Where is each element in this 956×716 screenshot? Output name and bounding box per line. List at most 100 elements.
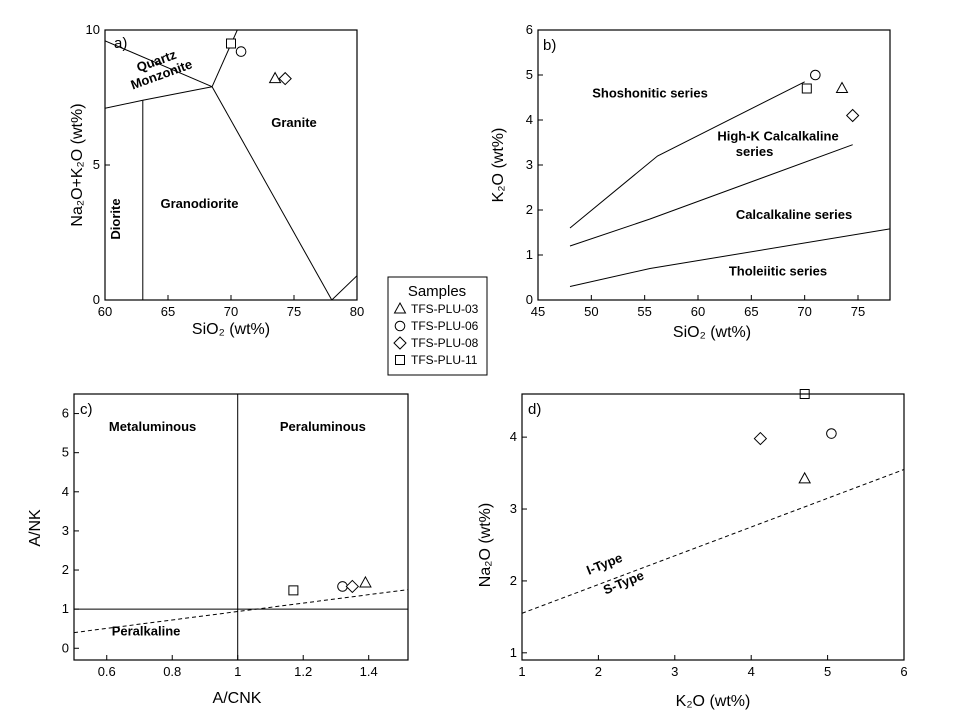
panel-a-y-axis-label: Na₂O+K₂O (wt%) bbox=[69, 103, 86, 226]
panel-b-point-tfs-plu-11 bbox=[801, 83, 812, 94]
panel-b-label: b) bbox=[543, 37, 556, 54]
panel-a-point-tfs-plu-08 bbox=[278, 71, 292, 86]
panel-b-y-tick-label: 6 bbox=[526, 22, 533, 37]
panel-c-frame bbox=[73, 393, 409, 661]
panel-c-y-tick-label: 3 bbox=[62, 523, 69, 538]
panel-b-boundary-line bbox=[569, 81, 805, 229]
legend-marker-tfs-plu-11 bbox=[395, 355, 405, 365]
panel-c-field-label: Metaluminous bbox=[109, 419, 196, 434]
panel-a-boundary-line bbox=[105, 40, 213, 88]
panel-d-frame bbox=[521, 393, 905, 661]
panel-c-point-tfs-plu-03 bbox=[359, 575, 372, 588]
panel-a-field-label: Diorite bbox=[108, 198, 123, 239]
panel-d-y-tick-label: 2 bbox=[510, 573, 517, 588]
panel-b-x-axis-label: SiO₂ (wt%) bbox=[673, 324, 751, 341]
panel-c-y-tick-label: 2 bbox=[62, 562, 69, 577]
panel-c-field-label: Peralkaline bbox=[112, 624, 181, 639]
panel-c-x-tick-label: 0.8 bbox=[163, 664, 181, 679]
panel-b-x-tick-label: 50 bbox=[584, 304, 598, 319]
panel-c-x-tick-label: 0.6 bbox=[98, 664, 116, 679]
panel-b-field-label: Calcalkaline series bbox=[736, 207, 852, 222]
panel-a-boundary-line bbox=[331, 275, 357, 300]
panel-a-x-tick-label: 70 bbox=[224, 304, 238, 319]
panel-a-boundary-line bbox=[211, 86, 333, 300]
panel-a-boundary-lines bbox=[105, 30, 357, 300]
panel-d-x-tick-label: 1 bbox=[518, 664, 525, 679]
panel-c-y-axis-label: A/NK bbox=[27, 509, 44, 547]
panel-a-x-axis-label: SiO₂ (wt%) bbox=[192, 321, 270, 338]
panel-a-x-tick-label: 75 bbox=[287, 304, 301, 319]
panel-c-y-tick-label: 1 bbox=[62, 601, 69, 616]
panel-b-x-tick-label: 55 bbox=[637, 304, 651, 319]
panel-b-x-tick-label: 45 bbox=[531, 304, 545, 319]
panel-d-x-tick-label: 4 bbox=[748, 664, 755, 679]
panel-d-boundary-lines bbox=[522, 469, 904, 614]
legend-marker-tfs-plu-03 bbox=[393, 301, 407, 314]
panel-a-x-tick-label: 65 bbox=[161, 304, 175, 319]
panel-b-frame bbox=[537, 29, 891, 301]
panel-d-point-tfs-plu-06 bbox=[826, 428, 837, 439]
panel-a-y-tick-label: 5 bbox=[93, 157, 100, 172]
panel-b-x-tick-label: 70 bbox=[797, 304, 811, 319]
panel-b-boundary-line bbox=[569, 228, 890, 287]
panel-b-boundary-line bbox=[569, 144, 853, 247]
panel-d-x-tick-label: 3 bbox=[671, 664, 678, 679]
panel-c-point-tfs-plu-08 bbox=[345, 579, 360, 594]
panel-b-field-label: Tholeiitic series bbox=[729, 263, 827, 278]
panel-a-field-label: Granite bbox=[271, 115, 317, 130]
panel-a-point-tfs-plu-06 bbox=[235, 46, 247, 57]
panel-d-x-tick-label: 5 bbox=[824, 664, 831, 679]
panel-a-boundary-line bbox=[142, 86, 213, 101]
panel-d-y-axis-label: Na₂O (wt%) bbox=[477, 503, 494, 587]
panel-c-plot-area: 0.6 0.8 1 1.2 1.4 0 1 2 3 4 5 6 Metaluminous Peralumi… bbox=[62, 394, 408, 679]
panel-b-field-label: Shoshonitic series bbox=[592, 86, 708, 101]
panel-c-x-tick-label: 1.4 bbox=[360, 664, 378, 679]
panel-a-point-tfs-plu-11 bbox=[226, 38, 236, 49]
panel-c-x-tick-label: 1.2 bbox=[294, 664, 312, 679]
panel-a-x-tick-label: 60 bbox=[98, 304, 112, 319]
panel-b-y-tick-label: 4 bbox=[526, 112, 533, 127]
panel-a-frame bbox=[104, 29, 358, 301]
legend-marker-tfs-plu-08 bbox=[393, 336, 407, 350]
panel-d-boundary-line bbox=[522, 469, 904, 614]
panel-c-field-label: Peraluminous bbox=[280, 419, 366, 434]
legend-title: Samples bbox=[408, 283, 466, 300]
panel-b-y-tick-label: 3 bbox=[526, 157, 533, 172]
panel-b-point-tfs-plu-06 bbox=[810, 69, 821, 81]
panel-b-boundary-lines bbox=[569, 81, 890, 287]
panel-d-x-tick-label: 2 bbox=[595, 664, 602, 679]
panel-b-y-tick-label: 1 bbox=[526, 247, 533, 262]
panel-d-x-axis-label: K₂O (wt%) bbox=[676, 693, 751, 710]
panel-a-boundary-line bbox=[105, 99, 143, 109]
panel-d-label: d) bbox=[528, 401, 541, 418]
panel-b-x-tick-label: 65 bbox=[744, 304, 758, 319]
panel-a-y-tick-label: 0 bbox=[93, 292, 100, 307]
panel-b-field-label: series bbox=[736, 144, 774, 159]
panel-c-y-tick-label: 6 bbox=[62, 406, 69, 421]
panel-b-point-tfs-plu-08 bbox=[845, 108, 860, 123]
legend-entry-label: TFS-PLU-08 bbox=[411, 336, 479, 350]
panel-c-shand-diagram: 0.6 0.8 1 1.2 1.4 0 1 2 3 4 5 6 Metaluminous Peralumi… bbox=[27, 393, 409, 707]
panel-c-x-tick-label: 1 bbox=[234, 664, 241, 679]
legend-items: TFS-PLU-03 TFS-PLU-06 TFS-PLU-08 TFS-PLU-11 bbox=[393, 301, 479, 367]
legend-entry-label: TFS-PLU-03 bbox=[411, 302, 479, 316]
panel-c-boundary-line bbox=[74, 589, 408, 634]
panel-d-y-tick-label: 3 bbox=[510, 501, 517, 516]
panel-b-point-tfs-plu-03 bbox=[835, 81, 849, 93]
panel-a-x-tick-label: 80 bbox=[350, 304, 364, 319]
panel-c-y-tick-label: 4 bbox=[62, 484, 69, 499]
panel-d-point-tfs-plu-03 bbox=[798, 471, 812, 484]
panel-c-y-tick-label: 0 bbox=[62, 640, 69, 655]
panel-a-label: a) bbox=[114, 35, 127, 52]
panel-b-x-tick-label: 75 bbox=[851, 304, 865, 319]
panel-d-y-tick-label: 4 bbox=[510, 429, 517, 444]
panel-b-field-label: High-K Calcalkaline bbox=[717, 128, 838, 143]
panel-b-y-tick-label: 0 bbox=[526, 292, 533, 307]
legend: Samples TFS-PLU-03TFS-PLU-06TFS-PLU-08TF… bbox=[387, 276, 488, 376]
panel-c-y-tick-label: 5 bbox=[62, 445, 69, 460]
panel-b-y-tick-label: 5 bbox=[526, 67, 533, 82]
panel-b-y-tick-label: 2 bbox=[526, 202, 533, 217]
